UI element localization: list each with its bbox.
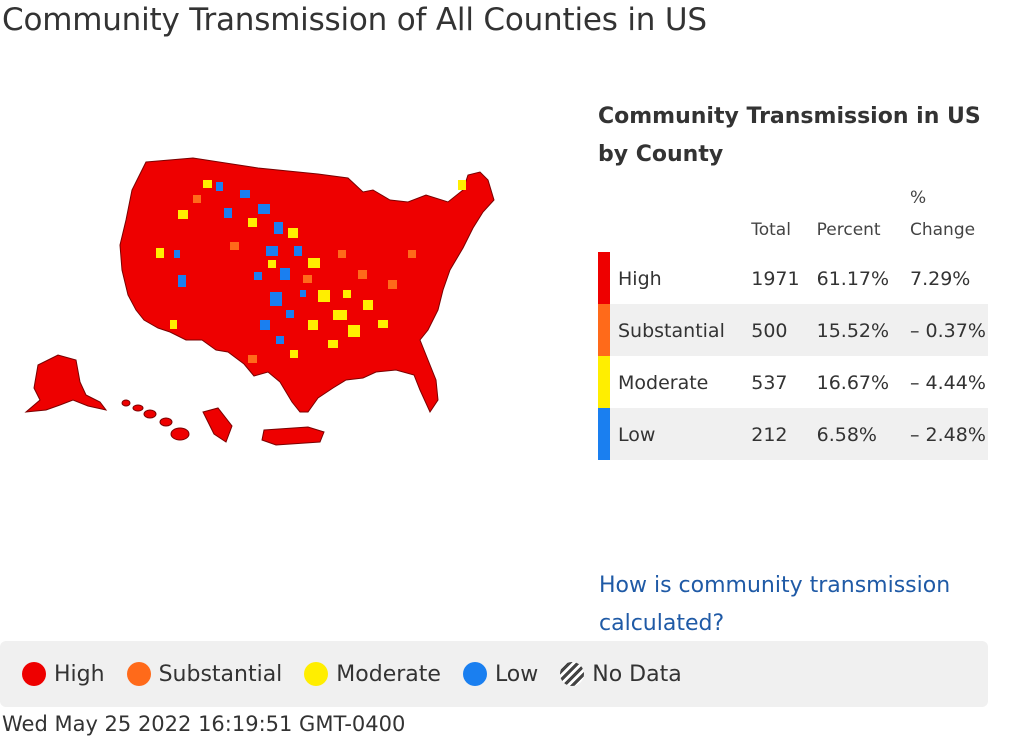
legend-label: Moderate	[336, 661, 441, 687]
low-dot-icon	[462, 662, 487, 686]
legend-label: Substantial	[158, 661, 283, 687]
legend-item-low[interactable]: Low	[462, 661, 539, 687]
map-legend: High Substantial Moderate Low No Data	[0, 641, 988, 707]
total-value: 212	[743, 408, 809, 460]
legend-item-high[interactable]: High	[22, 662, 105, 687]
change-value: – 2.48%	[902, 408, 988, 460]
moderate-color-bar	[598, 356, 610, 408]
header-total: Total	[751, 220, 791, 240]
legend-label: High	[54, 661, 105, 687]
percent-value: 15.52%	[808, 304, 902, 356]
percent-value: 6.58%	[808, 408, 902, 460]
level-label: High	[618, 268, 662, 290]
legend-label: No Data	[592, 661, 682, 687]
legend-label: Low	[494, 661, 539, 687]
map-substantial-counties	[193, 195, 416, 363]
map-contiguous-us	[119, 157, 495, 414]
summary-table: Total Percent % Change High 1971 61.17% …	[598, 182, 988, 460]
percent-value: 61.17%	[816, 268, 890, 290]
us-county-map[interactable]	[18, 150, 578, 460]
summary-row-low: Low 212 6.58% – 2.48%	[598, 408, 988, 460]
header-spacer	[598, 182, 743, 252]
total-value: 1971	[751, 268, 800, 290]
high-dot-icon	[22, 662, 46, 686]
map-low-counties	[174, 182, 306, 344]
map-territory	[202, 407, 233, 443]
summary-row-substantial: Substantial 500 15.52% – 0.37%	[598, 304, 988, 356]
summary-panel: Community Transmission in US by County T…	[598, 98, 990, 460]
summary-row-moderate: Moderate 537 16.67% – 4.44%	[598, 356, 988, 408]
summary-row-high: High 1971 61.17% 7.29%	[598, 252, 988, 304]
level-label: Moderate	[618, 372, 709, 394]
summary-title: Community Transmission in US by County	[598, 104, 981, 167]
page-title: Community Transmission of All Counties i…	[2, 2, 707, 38]
header-percent-change: % Change	[910, 188, 976, 240]
change-value: – 4.44%	[910, 372, 986, 394]
legend-item-substantial[interactable]: Substantial	[126, 661, 283, 687]
map-alaska	[24, 354, 108, 413]
substantial-color-bar	[598, 304, 610, 356]
change-value: – 0.37%	[902, 304, 988, 356]
map-puerto-rico	[261, 426, 325, 446]
total-value: 537	[751, 372, 788, 394]
change-value: 7.29%	[910, 268, 971, 290]
substantial-dot-icon	[126, 662, 151, 686]
last-updated-timestamp: Wed May 25 2022 16:19:51 GMT-0400	[2, 712, 406, 736]
moderate-dot-icon	[304, 662, 329, 686]
map-moderate-counties	[156, 180, 466, 358]
summary-header-row: Total Percent % Change	[598, 182, 988, 252]
low-color-bar	[598, 408, 610, 460]
no-data-hatch-icon	[560, 662, 585, 686]
level-label: Substantial	[610, 304, 744, 356]
level-label: Low	[610, 408, 744, 460]
calculation-info-link[interactable]: How is community transmission calculated…	[599, 573, 951, 636]
high-color-bar	[598, 252, 610, 304]
total-value: 500	[743, 304, 809, 356]
percent-value: 16.67%	[816, 372, 890, 394]
header-percent: Percent	[816, 220, 881, 240]
map-hawaii	[121, 399, 190, 441]
legend-item-no-data[interactable]: No Data	[560, 661, 682, 687]
legend-item-moderate[interactable]: Moderate	[304, 662, 441, 687]
